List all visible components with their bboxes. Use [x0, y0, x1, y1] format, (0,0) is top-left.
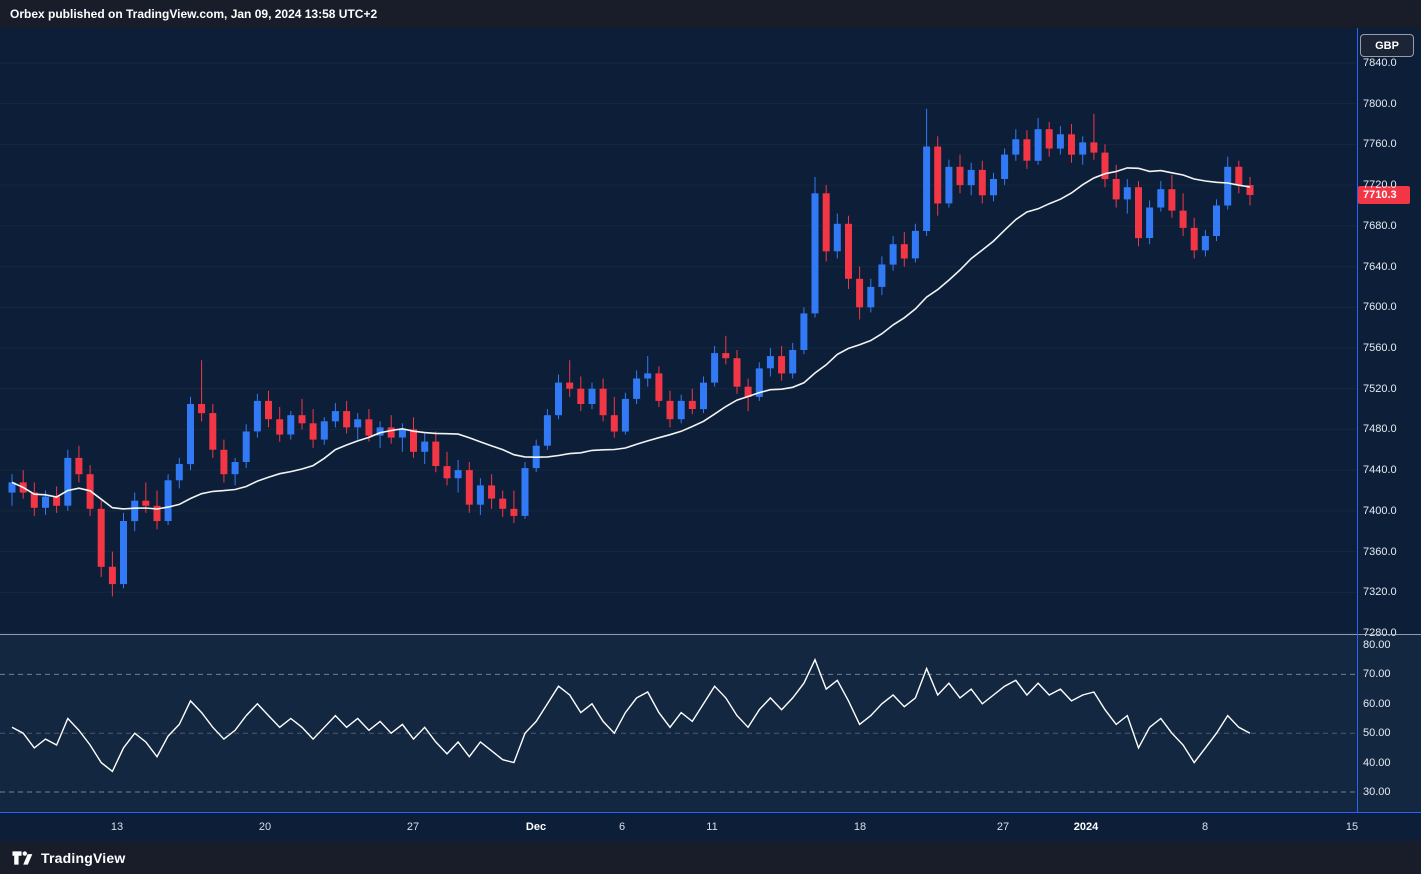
pane-divider[interactable] — [0, 634, 1421, 635]
price-tick-label: 7520.0 — [1363, 383, 1397, 395]
price-tick-label: 7320.0 — [1363, 586, 1397, 598]
price-tick-label: 7640.0 — [1363, 261, 1397, 273]
publish-text: Orbex published on TradingView.com, Jan … — [10, 7, 378, 21]
time-axis-label: 15 — [1345, 821, 1359, 833]
right-price-axis[interactable]: GBP 7710.3 7840.0 7800.0 7760.0 7720.0 7680.… — [1357, 28, 1421, 812]
footer-bar: TradingView — [0, 841, 1421, 874]
time-axis[interactable]: 13 20 27 Dec 6 11 18 27 2024 8 15 — [0, 812, 1421, 841]
price-tick-label: 7400.0 — [1363, 505, 1397, 517]
time-axis-label: 2024 — [1073, 821, 1099, 833]
rsi-chart[interactable] — [0, 635, 1357, 812]
time-axis-label: 27 — [406, 821, 420, 833]
price-tick-label: 7680.0 — [1363, 220, 1397, 232]
price-axis-background — [1357, 28, 1421, 635]
price-tick-label: 7720.0 — [1363, 179, 1397, 191]
time-axis-label: 11 — [706, 821, 718, 833]
currency-button[interactable]: GBP — [1360, 34, 1414, 57]
tradingview-logo-icon[interactable] — [12, 850, 33, 866]
rsi-tick-label: 50.00 — [1363, 727, 1391, 739]
time-axis-label: 6 — [618, 821, 626, 833]
last-price-badge: 7710.3 — [1358, 186, 1410, 204]
main-chart-area: GBP 7710.3 7840.0 7800.0 7760.0 7720.0 7680.… — [0, 28, 1421, 841]
price-tick-label: 7800.0 — [1363, 98, 1397, 110]
price-tick-label: 7280.0 — [1363, 627, 1397, 639]
price-tick-label: 7840.0 — [1363, 57, 1397, 69]
rsi-pane[interactable] — [0, 635, 1357, 812]
candlestick-chart[interactable] — [0, 28, 1357, 635]
price-tick-label: 7600.0 — [1363, 301, 1397, 313]
rsi-axis-background — [1357, 635, 1421, 812]
tradingview-brand-text[interactable]: TradingView — [41, 849, 126, 866]
time-axis-label: Dec — [525, 821, 547, 833]
rsi-tick-label: 60.00 — [1363, 698, 1391, 710]
rsi-tick-label: 30.00 — [1363, 786, 1391, 798]
rsi-tick-label: 70.00 — [1363, 668, 1391, 680]
time-axis-label: 18 — [853, 821, 867, 833]
time-axis-label: 8 — [1201, 821, 1209, 833]
price-pane[interactable] — [0, 28, 1357, 635]
price-tick-label: 7440.0 — [1363, 464, 1397, 476]
price-tick-label: 7480.0 — [1363, 423, 1397, 435]
time-axis-label: 20 — [258, 821, 272, 833]
rsi-tick-label: 80.00 — [1363, 639, 1391, 651]
price-tick-label: 7560.0 — [1363, 342, 1397, 354]
price-tick-label: 7760.0 — [1363, 138, 1397, 150]
price-tick-label: 7360.0 — [1363, 546, 1397, 558]
axis-separator-line — [1357, 28, 1358, 841]
publish-bar: Orbex published on TradingView.com, Jan … — [0, 0, 1421, 28]
time-axis-label: 13 — [110, 821, 124, 833]
rsi-tick-label: 40.00 — [1363, 757, 1391, 769]
time-axis-label: 27 — [996, 821, 1010, 833]
